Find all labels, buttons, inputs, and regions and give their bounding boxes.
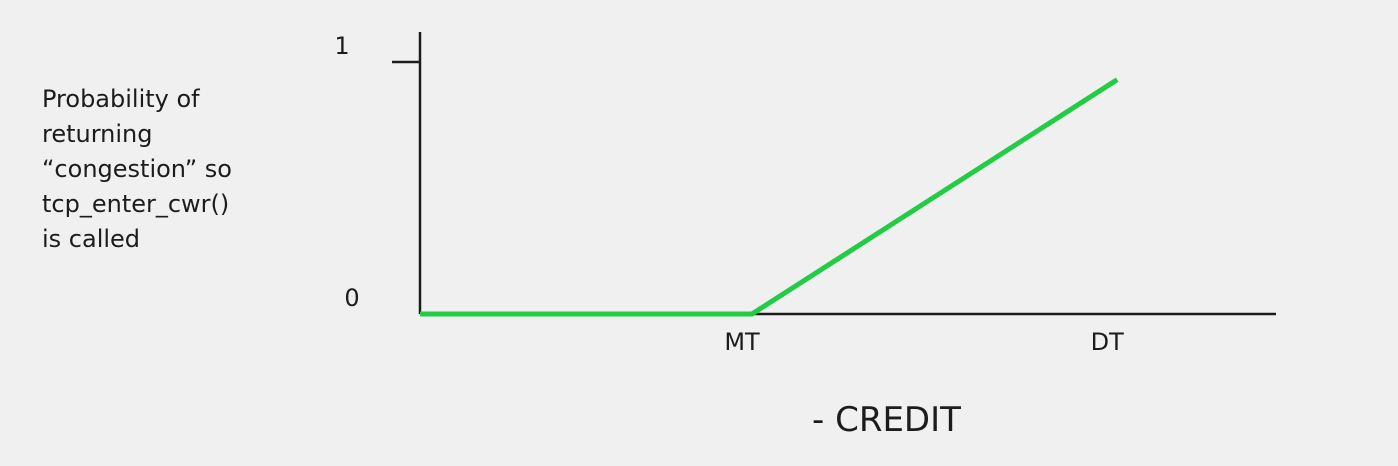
y-tick-label: 1 (334, 32, 349, 60)
x-tick-label: MT (724, 328, 760, 356)
x-tick-label: DT (1091, 328, 1124, 356)
x-axis-label: - CREDIT (812, 400, 961, 440)
y-tick-label: 0 (344, 284, 359, 312)
y-ticks: 01 (334, 32, 420, 312)
y-axis-label-line: is called (42, 225, 141, 253)
y-axis-label-line: tcp_enter_cwr() (42, 190, 230, 218)
y-axis-label-line: “congestion” so (42, 155, 232, 183)
y-axis-label-line: returning (42, 120, 153, 148)
y-axis-label-line: Probability of (42, 85, 200, 113)
x-ticks: MT DT (724, 328, 1124, 356)
y-axis-label: Probability of returning “congestion” so… (42, 82, 342, 257)
series-group (420, 77, 1119, 317)
series-line (420, 77, 1119, 317)
